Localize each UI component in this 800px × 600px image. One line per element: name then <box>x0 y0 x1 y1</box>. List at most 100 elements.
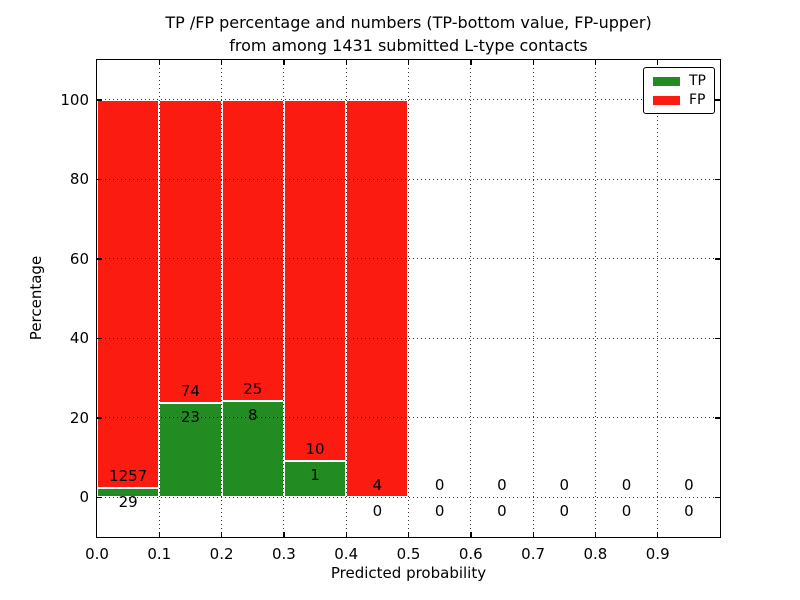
x-tick-label: 0.2 <box>209 545 234 563</box>
x-tick-mark <box>594 532 597 537</box>
fp-legend-swatch <box>653 95 680 105</box>
fp-count-label: 0 <box>559 476 570 495</box>
y-tick-mark-right <box>715 178 720 181</box>
tp-count-label: 8 <box>247 405 258 424</box>
y-tick-mark <box>97 337 102 340</box>
tp-count-label: 0 <box>621 502 632 521</box>
y-tick-label: 60 <box>69 249 89 268</box>
x-tick-mark <box>345 532 347 537</box>
x-tick-mark-top <box>408 60 410 65</box>
tp-bar-segment <box>283 461 347 498</box>
x-tick-mark-top <box>158 60 161 65</box>
tp-bar-segment <box>159 402 222 498</box>
x-tick-mark <box>470 532 472 537</box>
tp-count-label: 0 <box>559 502 570 521</box>
x-gridline <box>470 60 472 537</box>
x-tick-mark-top <box>470 60 472 65</box>
fp-count-label: 25 <box>243 379 263 398</box>
x-tick-mark <box>158 532 161 537</box>
y-tick-mark <box>97 99 102 101</box>
tp-count-label: 29 <box>118 493 138 512</box>
y-tick-mark-right <box>715 258 720 260</box>
y-gridline <box>97 417 720 419</box>
x-tick-label: 0.3 <box>271 545 296 563</box>
y-tick-mark-right <box>715 417 720 419</box>
tp-count-label: 23 <box>180 407 200 426</box>
legend-item-tp: TP <box>653 74 714 88</box>
y-tick-mark-right <box>715 337 720 340</box>
x-tick-mark <box>657 532 659 537</box>
x-tick-mark <box>221 532 223 537</box>
y-tick-label: 100 <box>60 90 89 109</box>
x-gridline <box>657 60 659 537</box>
y-tick-mark <box>97 496 102 499</box>
tp-bar-segment <box>97 488 160 498</box>
tp-legend-label: TP <box>689 73 706 89</box>
chart-title-line-2: from among 1431 submitted L-type contact… <box>229 36 588 55</box>
fp-count-label: 0 <box>684 476 694 495</box>
fp-count-label: 0 <box>434 476 445 495</box>
x-tick-mark-top <box>283 60 285 65</box>
fp-legend-label: FP <box>689 92 706 108</box>
y-tick-mark-right <box>715 99 720 101</box>
plot-area: 1257 29 74 23 25 8 10 1 4 0 0 0 0 0 0 0 0 0 0 0 <box>96 59 721 538</box>
x-tick-label: 0.0 <box>85 545 109 563</box>
x-tick-label: 0.5 <box>396 545 421 563</box>
fp-bar-segment <box>346 99 409 498</box>
fp-count-label: 0 <box>497 476 507 495</box>
y-tick-mark <box>97 178 102 181</box>
x-gridline <box>345 60 347 537</box>
tp-count-label: 1 <box>310 466 320 485</box>
x-tick-label: 0.7 <box>521 545 546 563</box>
chart-title-line-1: TP /FP percentage and numbers (TP-bottom… <box>165 13 652 32</box>
y-tick-mark-right <box>715 496 720 499</box>
x-gridline <box>408 60 409 537</box>
x-tick-mark-top <box>594 60 597 65</box>
y-gridline <box>97 99 720 101</box>
x-gridline <box>532 60 534 537</box>
tp-bar-segment <box>221 400 284 498</box>
chart-title: TP /FP percentage and numbers (TP-bottom… <box>96 11 721 57</box>
y-gridline <box>97 337 720 339</box>
x-tick-label: 0.6 <box>458 545 483 563</box>
x-tick-mark <box>283 532 285 537</box>
x-gridline <box>158 60 160 537</box>
x-tick-label: 0.8 <box>583 545 608 563</box>
y-gridline <box>97 258 720 260</box>
y-tick-label: 40 <box>69 329 89 348</box>
tp-count-label: 0 <box>434 502 445 521</box>
x-tick-mark <box>408 532 410 537</box>
tp-legend-swatch <box>653 76 680 86</box>
x-gridline <box>594 60 596 537</box>
y-tick-mark <box>97 417 102 419</box>
x-tick-mark-top <box>657 60 659 65</box>
y-tick-label: 0 <box>79 488 89 507</box>
fp-count-label: 0 <box>621 476 632 495</box>
x-gridline <box>283 60 285 537</box>
fp-bar-segment <box>283 99 347 462</box>
x-tick-label: 0.9 <box>645 545 670 563</box>
y-gridline <box>97 178 720 180</box>
y-tick-label: 20 <box>69 408 89 427</box>
tp-count-label: 0 <box>372 502 383 521</box>
y-gridline <box>97 496 720 498</box>
fp-count-label: 1257 <box>109 467 148 486</box>
fp-count-label: 74 <box>180 382 200 401</box>
legend: TP FP <box>643 67 715 114</box>
x-tick-mark-top <box>532 60 534 65</box>
x-tick-mark <box>532 532 534 537</box>
tp-count-label: 0 <box>684 502 694 521</box>
fp-bar-segment <box>221 99 284 401</box>
fp-bar-segment <box>159 99 222 403</box>
x-tick-mark-top <box>221 60 223 65</box>
x-gridline <box>221 60 223 537</box>
x-tick-label: 0.4 <box>334 545 359 563</box>
tp-count-label: 0 <box>497 502 507 521</box>
legend-item-fp: FP <box>653 93 714 107</box>
fp-count-label: 4 <box>372 476 383 495</box>
y-axis-label: Percentage <box>27 255 45 341</box>
x-tick-label: 0.1 <box>147 545 172 563</box>
fp-bar-segment <box>97 99 160 489</box>
y-tick-label: 80 <box>69 170 89 189</box>
